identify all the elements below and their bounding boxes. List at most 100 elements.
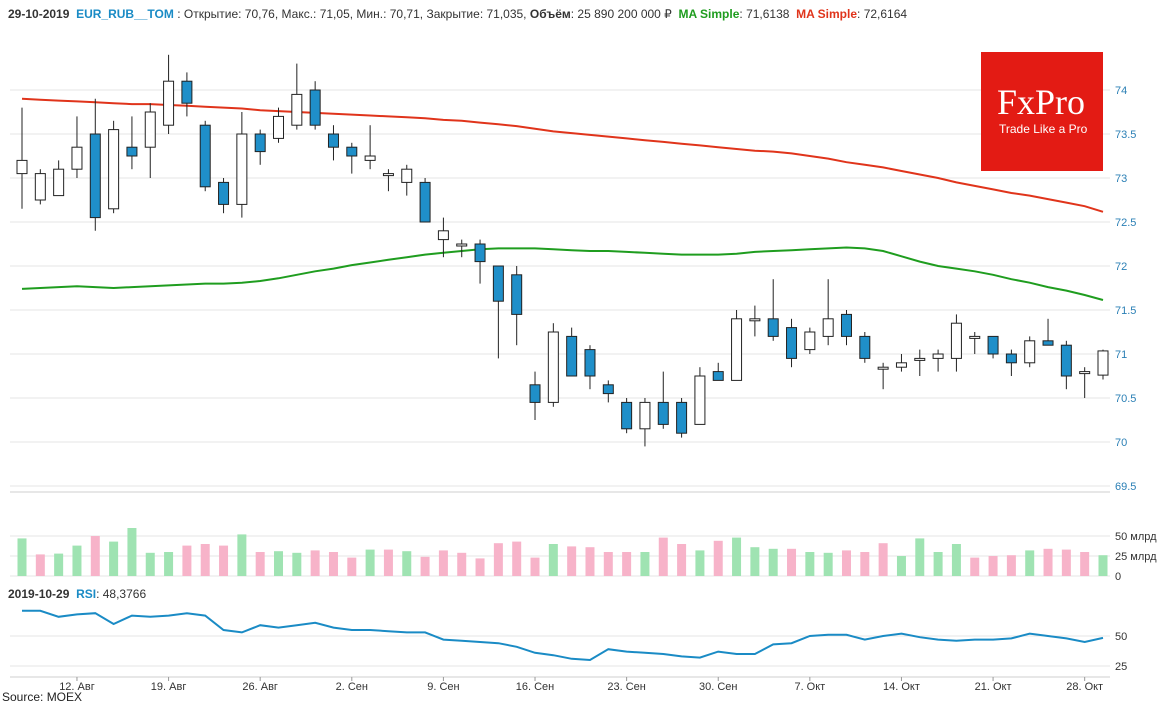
candle [584,345,596,390]
ma-slow-label[interactable]: MA Simple [796,7,858,21]
candle [1042,318,1054,346]
price-tick-label: 73.5 [1115,129,1136,141]
volume-bar [219,545,229,576]
volume-bar [310,550,320,576]
volume-bar [365,549,375,576]
price-tick-label: 71 [1115,349,1127,361]
open-value: : Открытие: 70,76, [177,7,279,21]
volume-bar [17,538,27,576]
candle-body [53,168,65,197]
volume-bar [109,541,119,576]
volume-bar [475,558,485,576]
rsi-value: : 48,3766 [96,587,147,601]
price-tick-label: 70 [1115,437,1127,449]
candle-body [254,133,266,153]
volume-bar [383,549,393,576]
candle [382,169,394,192]
candle-body [71,146,83,170]
candle [547,323,559,407]
volume-bar [512,541,522,576]
candle [34,169,46,205]
candle [895,354,907,372]
candle [749,305,761,337]
candle-body [639,401,651,430]
candle [511,266,523,346]
candle [309,81,321,130]
x-tick-label: 19. Авг [151,681,187,693]
candle-body [694,375,706,425]
candle-body [987,335,999,355]
volume-bar [328,552,338,576]
candle [602,380,614,403]
volume-bar [805,552,815,576]
candle-body [621,401,633,430]
ma-slow-value: : 72,6164 [857,7,908,21]
candle [437,217,449,258]
x-tick-label: 7. Окт [794,681,825,693]
volume-bar [878,543,888,576]
candle [822,279,834,346]
candle [529,371,541,420]
price-tick-label: 70.5 [1115,393,1136,405]
header-date: 29-10-2019 [8,7,70,21]
close-value: Закрытие: 71,035, [426,7,527,21]
ma-slow-line [21,97,1104,213]
volume-bar [713,540,723,576]
candle-body [804,331,816,351]
candle [694,367,706,425]
chart-header: 29-10-2019 EUR_RUB__TOM : Открытие: 70,7… [8,7,907,21]
symbol-name[interactable]: EUR_RUB__TOM [76,7,174,21]
candle-body [969,335,981,339]
volume-bar [145,552,155,576]
rsi-header: 2019-10-29 RSI: 48,3766 [8,587,146,601]
rsi-label[interactable]: RSI [76,587,97,601]
volume-bar [915,538,925,576]
candle-body [474,243,486,263]
candle-body [163,80,175,126]
volume-bar [72,545,82,576]
candle-body [859,335,871,359]
volume-bar [622,552,632,576]
rsi-tick-label: 50 [1115,631,1127,643]
high-value: Макс.: 71,05, [281,7,354,21]
ma-fast-label[interactable]: MA Simple [678,7,740,21]
candle [969,332,981,354]
volume-bar [640,552,650,576]
x-tick-label: 21. Окт [975,681,1012,693]
volume-bar [988,556,998,576]
x-tick-label: 14. Окт [883,681,920,693]
candle [1079,367,1091,398]
candle [657,371,669,429]
x-tick-label: 12. Авг [59,681,95,693]
x-tick-label: 2. Сен [336,681,368,693]
candle [163,54,175,134]
candle-body [492,265,504,302]
candle [71,116,83,178]
candle [1005,349,1017,376]
volume-bar [841,550,851,576]
candle-body [950,322,962,359]
volume-value: : 25 890 200 000 ₽ [570,7,672,21]
candle-body [602,384,614,395]
price-tick-label: 72.5 [1115,217,1136,229]
candle-body [1097,350,1109,376]
candle [1024,336,1036,368]
volume-bar [420,556,430,576]
candle-body [749,318,761,322]
volume-bar [1098,555,1108,576]
source-label: Source: MOEX [2,690,83,704]
candle-body [291,93,303,126]
volume-bar [896,556,906,576]
candle [840,310,852,346]
x-tick-label: 16. Сен [516,681,554,693]
candle-body [437,230,449,241]
volume-bar [237,534,247,576]
candle-body [584,349,596,377]
volume-bar [182,545,192,576]
candle-body [731,318,743,381]
volume-bar [548,544,558,576]
volume-bar [1006,555,1016,576]
candle-body [822,318,834,337]
candle-body [273,115,285,139]
